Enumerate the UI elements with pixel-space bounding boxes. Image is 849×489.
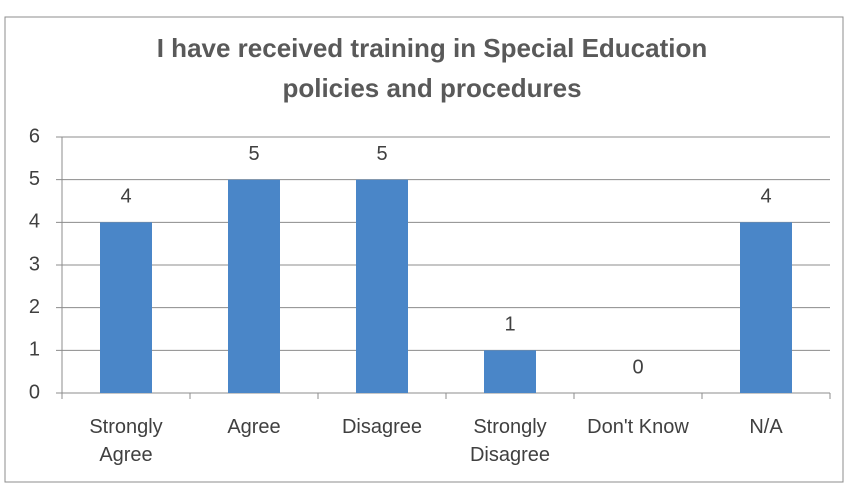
x-tick-label: N/A (749, 416, 783, 438)
data-label: 1 (504, 314, 515, 336)
bar (740, 222, 792, 393)
x-tick-label: Strongly Disagree (469, 416, 551, 466)
y-tick-label: 1 (29, 339, 40, 361)
x-tick-label: Don't Know (587, 416, 689, 438)
bar (100, 222, 152, 393)
y-tick-label: 5 (29, 168, 40, 190)
chart-title: I have received training in Special Educ… (156, 33, 708, 103)
x-tick-label: Disagree (341, 416, 423, 438)
data-label: 4 (760, 186, 771, 208)
y-tick-label: 3 (29, 253, 40, 275)
bar (356, 179, 408, 393)
x-tick-label: Agree (227, 416, 281, 438)
bar (484, 350, 536, 393)
y-tick-label: 0 (29, 381, 40, 403)
bar (228, 179, 280, 393)
x-tick-label: Strongly Agree (89, 416, 163, 466)
y-tick-label: 4 (29, 211, 40, 233)
y-tick-label: 6 (29, 125, 40, 147)
data-label: 5 (376, 143, 387, 165)
data-label: 0 (632, 356, 643, 378)
y-tick-label: 2 (29, 296, 40, 318)
data-label: 4 (120, 186, 131, 208)
data-label: 5 (248, 143, 259, 165)
